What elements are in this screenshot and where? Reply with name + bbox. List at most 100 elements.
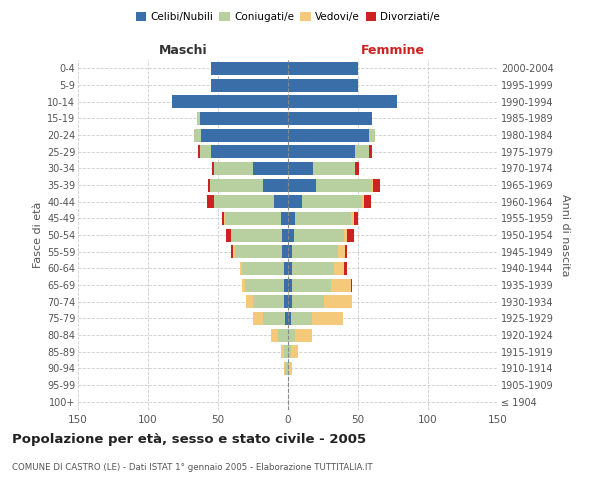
Bar	[369, 145, 372, 158]
Bar	[293, 228, 344, 241]
Bar	[235, 245, 283, 258]
Bar	[208, 178, 209, 192]
Bar	[295, 212, 351, 225]
Y-axis label: Fasce di età: Fasce di età	[32, 202, 43, 268]
Bar	[355, 162, 359, 175]
Legend: Celibi/Nubili, Coniugati/e, Vedovi/e, Divorziati/e: Celibi/Nubili, Coniugati/e, Vedovi/e, Di…	[131, 8, 445, 26]
Bar	[242, 278, 245, 291]
Bar	[201, 128, 288, 141]
Bar	[200, 112, 288, 125]
Bar	[172, 95, 288, 108]
Bar	[369, 128, 375, 141]
Bar	[230, 245, 233, 258]
Bar	[241, 262, 242, 275]
Bar	[351, 212, 354, 225]
Bar	[325, 295, 352, 308]
Bar	[283, 245, 288, 258]
Bar	[288, 278, 292, 291]
Bar	[211, 145, 288, 158]
Bar	[288, 345, 291, 358]
Bar	[292, 245, 338, 258]
Bar	[225, 212, 281, 225]
Bar	[199, 145, 200, 158]
Bar	[362, 195, 364, 208]
Bar	[224, 212, 225, 225]
Bar	[288, 212, 295, 225]
Bar	[292, 278, 331, 291]
Bar	[284, 295, 288, 308]
Bar	[312, 312, 343, 325]
Bar	[242, 262, 284, 275]
Bar	[278, 328, 288, 342]
Bar	[214, 195, 274, 208]
Text: Femmine: Femmine	[361, 44, 425, 57]
Bar	[291, 345, 298, 358]
Text: COMUNE DI CASTRO (LE) - Dati ISTAT 1° gennaio 2005 - Elaborazione TUTTITALIA.IT: COMUNE DI CASTRO (LE) - Dati ISTAT 1° ge…	[12, 462, 373, 471]
Bar	[295, 328, 312, 342]
Y-axis label: Anni di nascita: Anni di nascita	[560, 194, 571, 276]
Bar	[226, 228, 230, 241]
Bar	[289, 362, 292, 375]
Bar	[355, 145, 369, 158]
Bar	[344, 262, 347, 275]
Bar	[288, 112, 372, 125]
Bar	[194, 128, 201, 141]
Bar	[288, 262, 292, 275]
Bar	[346, 245, 347, 258]
Bar	[288, 62, 358, 75]
Bar	[209, 178, 263, 192]
Bar	[292, 262, 334, 275]
Bar	[288, 312, 291, 325]
Bar	[302, 195, 362, 208]
Bar	[338, 245, 346, 258]
Bar	[253, 312, 263, 325]
Bar	[284, 262, 288, 275]
Bar	[291, 312, 312, 325]
Bar	[263, 178, 288, 192]
Bar	[347, 228, 354, 241]
Bar	[274, 195, 288, 208]
Bar	[285, 362, 288, 375]
Bar	[281, 212, 288, 225]
Bar	[288, 328, 295, 342]
Bar	[284, 278, 288, 291]
Bar	[233, 245, 235, 258]
Bar	[288, 162, 313, 175]
Bar	[214, 162, 253, 175]
Bar	[288, 95, 397, 108]
Bar	[344, 228, 347, 241]
Bar	[283, 228, 288, 241]
Bar	[245, 278, 284, 291]
Bar	[222, 212, 224, 225]
Bar	[373, 178, 380, 192]
Bar	[288, 128, 369, 141]
Bar	[331, 278, 351, 291]
Bar	[197, 112, 200, 125]
Bar	[288, 145, 355, 158]
Bar	[288, 228, 293, 241]
Bar	[351, 278, 352, 291]
Bar	[284, 362, 285, 375]
Bar	[263, 312, 285, 325]
Bar	[246, 295, 253, 308]
Bar	[211, 78, 288, 92]
Text: Popolazione per età, sesso e stato civile - 2005: Popolazione per età, sesso e stato civil…	[12, 432, 366, 446]
Bar	[313, 162, 355, 175]
Bar	[288, 362, 289, 375]
Bar	[200, 145, 211, 158]
Bar	[288, 245, 292, 258]
Text: Maschi: Maschi	[158, 44, 208, 57]
Bar	[284, 345, 288, 358]
Bar	[292, 295, 325, 308]
Bar	[372, 178, 373, 192]
Bar	[316, 178, 372, 192]
Bar	[288, 195, 302, 208]
Bar	[364, 195, 371, 208]
Bar	[288, 295, 292, 308]
Bar	[271, 328, 278, 342]
Bar	[211, 62, 288, 75]
Bar	[281, 345, 284, 358]
Bar	[288, 178, 316, 192]
Bar	[354, 212, 358, 225]
Bar	[207, 195, 214, 208]
